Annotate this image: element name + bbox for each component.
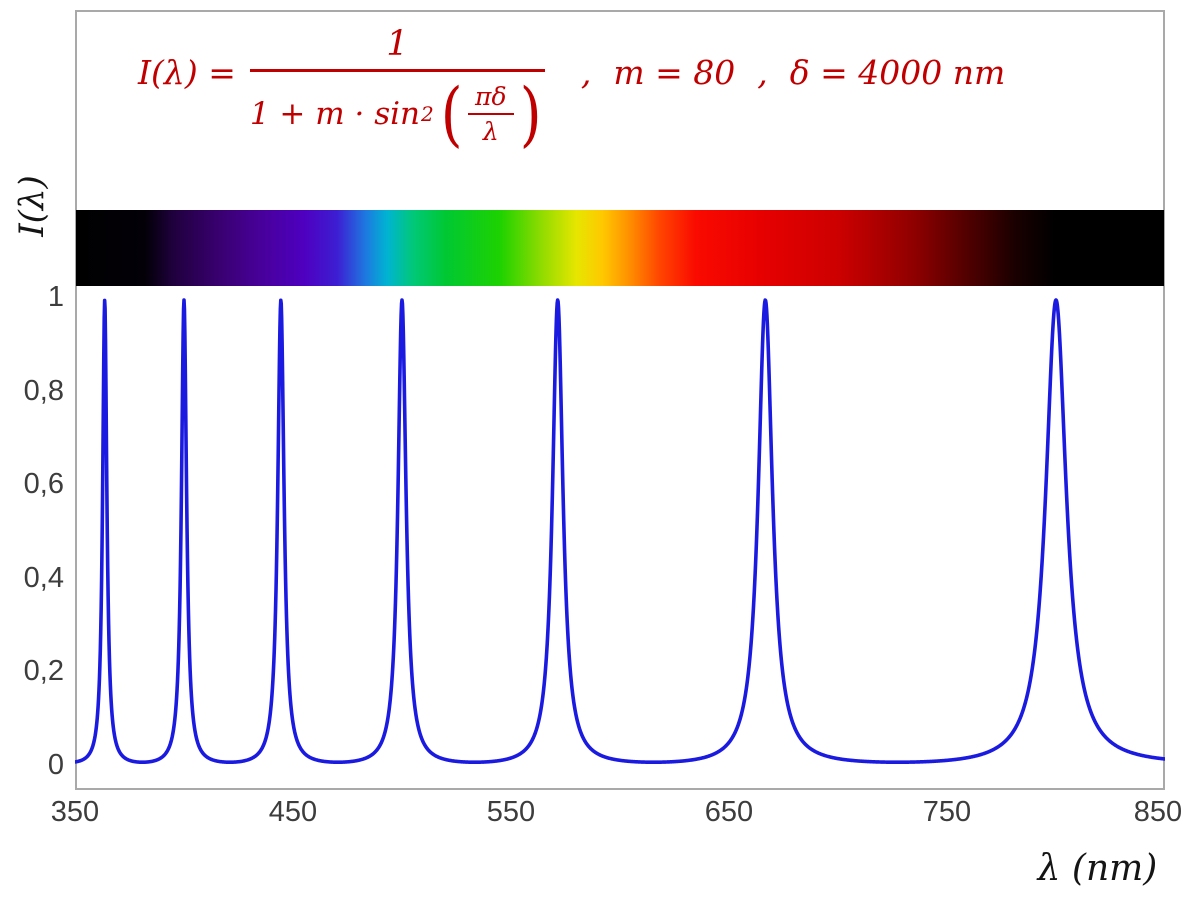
formula-inner-numerator: πδ (475, 82, 507, 111)
formula-inner-denominator: λ (468, 113, 514, 146)
formula-numerator: 1 (386, 24, 409, 64)
y-tick-label: 0,6 (23, 468, 64, 501)
formula: I(λ) = 1 1 + m · sin 2 ( πδ λ ) , m = 80 … (138, 24, 1005, 149)
formula-param-delta: δ = 4000 nm (789, 53, 1006, 92)
y-axis-label: I(λ) (12, 175, 52, 237)
formula-denominator: 1 + m · sin 2 ( πδ λ ) (249, 69, 545, 155)
y-tick-label: 0,2 (23, 655, 64, 688)
chart-frame (75, 10, 1165, 790)
y-tick-label: 0,4 (23, 561, 64, 594)
plot-svg (75, 298, 1165, 765)
formula-separator: , (757, 53, 768, 92)
x-tick-label: 450 (268, 796, 318, 828)
spectrum-bar (76, 210, 1164, 286)
formula-exponent: 2 (421, 102, 434, 126)
y-tick-label: 0,8 (23, 374, 64, 407)
open-paren-glyph: ( (440, 73, 463, 155)
formula-param-m: m = 80 (613, 53, 736, 92)
formula-fraction: 1 1 + m · sin 2 ( πδ λ ) (249, 24, 545, 155)
y-tick-label: 0 (47, 749, 64, 781)
formula-lhs: I(λ) = (138, 53, 236, 92)
x-tick-label: 850 (1133, 796, 1183, 828)
intensity-curve (75, 298, 1165, 765)
close-paren-glyph: ) (519, 73, 542, 155)
x-tick-label: 650 (704, 796, 754, 828)
y-tick-label: 1 (47, 281, 64, 313)
formula-separator: , (580, 53, 592, 92)
x-tick-label: 550 (486, 796, 536, 828)
x-tick-label: 350 (50, 796, 100, 828)
formula-inner-fraction: πδ λ (468, 82, 514, 146)
x-axis-label: λ (nm) (1037, 848, 1158, 889)
formula-denominator-prefix: 1 + m · sin (249, 96, 420, 132)
x-tick-label: 750 (922, 796, 972, 828)
